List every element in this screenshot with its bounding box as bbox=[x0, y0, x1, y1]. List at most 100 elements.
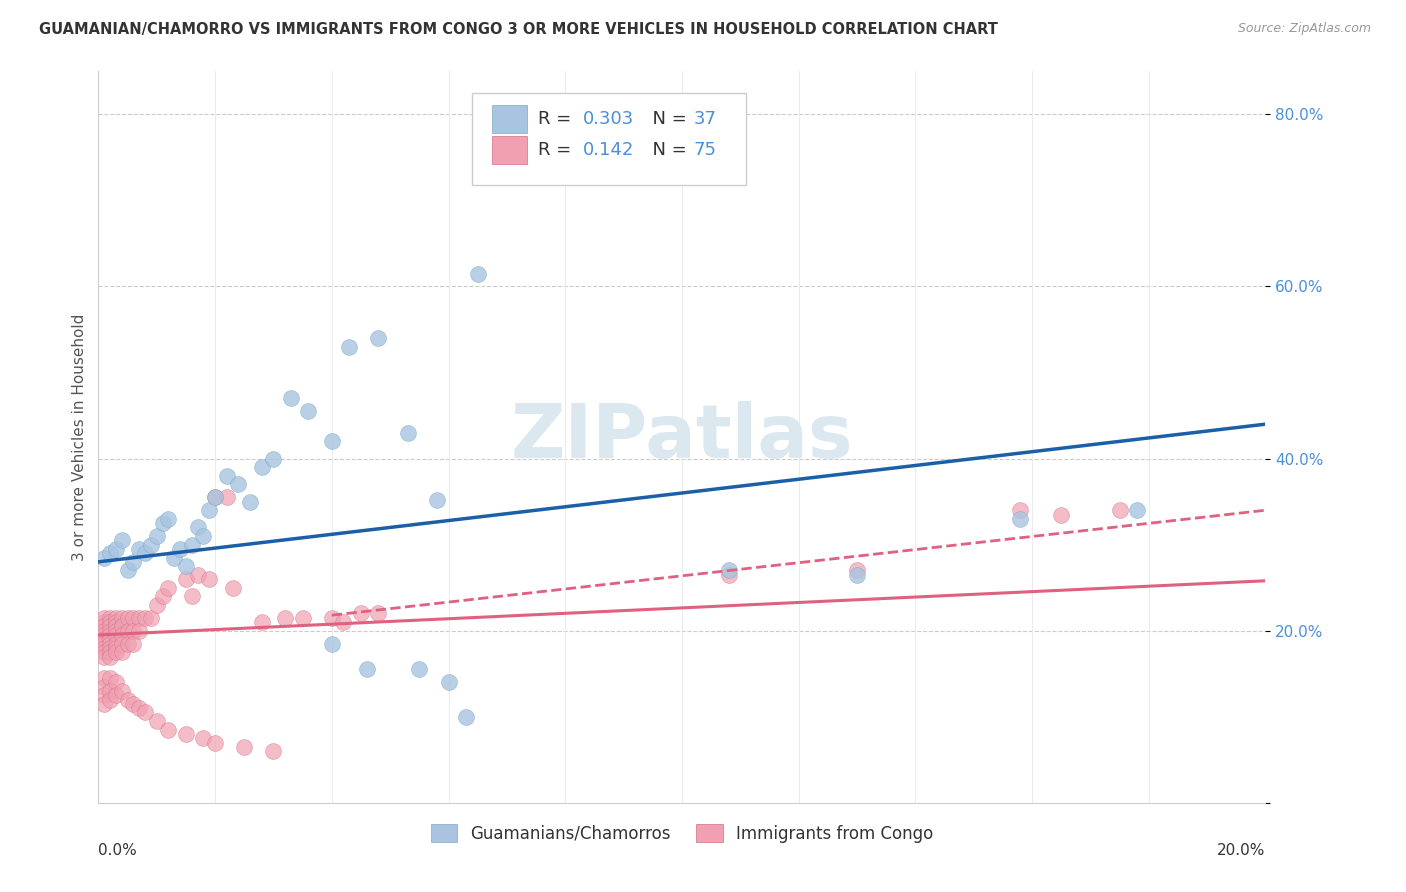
Text: Source: ZipAtlas.com: Source: ZipAtlas.com bbox=[1237, 22, 1371, 36]
Point bbox=[1108, 503, 1130, 517]
Point bbox=[169, 541, 191, 556]
Point bbox=[111, 684, 134, 698]
Point bbox=[291, 611, 314, 625]
Point bbox=[1010, 503, 1032, 517]
Point bbox=[122, 555, 145, 569]
Point bbox=[1126, 503, 1149, 517]
Point bbox=[408, 662, 430, 676]
Point bbox=[104, 675, 127, 690]
Point bbox=[233, 739, 256, 754]
Text: 0.142: 0.142 bbox=[582, 141, 634, 159]
FancyBboxPatch shape bbox=[492, 105, 527, 133]
Point bbox=[262, 744, 284, 758]
Point bbox=[134, 611, 156, 625]
Point bbox=[111, 628, 134, 642]
Point bbox=[139, 538, 162, 552]
Point bbox=[98, 611, 121, 625]
Y-axis label: 3 or more Vehicles in Household: 3 or more Vehicles in Household bbox=[72, 313, 87, 561]
Point bbox=[93, 671, 115, 685]
Point bbox=[98, 628, 121, 642]
Point bbox=[93, 550, 115, 565]
Point bbox=[215, 468, 238, 483]
Point bbox=[98, 671, 121, 685]
Text: 0.0%: 0.0% bbox=[98, 843, 138, 858]
Point bbox=[134, 546, 156, 560]
Point bbox=[104, 628, 127, 642]
Point bbox=[98, 692, 121, 706]
Point bbox=[117, 564, 139, 578]
Point bbox=[117, 624, 139, 638]
Text: 20.0%: 20.0% bbox=[1218, 843, 1265, 858]
Point bbox=[321, 611, 343, 625]
Point bbox=[274, 611, 297, 625]
Point bbox=[104, 619, 127, 633]
Point bbox=[104, 637, 127, 651]
Point bbox=[180, 589, 202, 603]
Point bbox=[93, 697, 115, 711]
Point bbox=[93, 619, 115, 633]
Point bbox=[122, 697, 145, 711]
Point bbox=[98, 637, 121, 651]
Point bbox=[367, 331, 389, 345]
Point bbox=[128, 624, 150, 638]
FancyBboxPatch shape bbox=[472, 94, 747, 185]
Point bbox=[204, 491, 226, 505]
Text: R =: R = bbox=[538, 141, 583, 159]
Point bbox=[128, 541, 150, 556]
Point bbox=[215, 491, 238, 505]
Point bbox=[321, 637, 343, 651]
Point bbox=[174, 727, 197, 741]
Point bbox=[228, 477, 250, 491]
Point bbox=[1050, 508, 1073, 522]
Point bbox=[111, 637, 134, 651]
Point bbox=[122, 611, 145, 625]
Point bbox=[180, 538, 202, 552]
Point bbox=[93, 637, 115, 651]
Point bbox=[280, 392, 302, 406]
Point bbox=[98, 632, 121, 647]
Point bbox=[174, 572, 197, 586]
Point bbox=[297, 404, 319, 418]
Point bbox=[93, 615, 115, 629]
Point bbox=[193, 731, 215, 746]
Point bbox=[128, 701, 150, 715]
Point bbox=[111, 533, 134, 548]
Point bbox=[111, 619, 134, 633]
Legend: Guamanians/Chamorros, Immigrants from Congo: Guamanians/Chamorros, Immigrants from Co… bbox=[423, 818, 941, 849]
Point bbox=[152, 589, 174, 603]
Point bbox=[134, 706, 156, 720]
Point bbox=[122, 624, 145, 638]
Text: 75: 75 bbox=[693, 141, 717, 159]
Point bbox=[157, 512, 180, 526]
Point bbox=[717, 567, 740, 582]
Point bbox=[104, 688, 127, 702]
FancyBboxPatch shape bbox=[492, 136, 527, 163]
Point bbox=[152, 516, 174, 530]
Point bbox=[122, 637, 145, 651]
Point bbox=[198, 572, 221, 586]
Point bbox=[426, 492, 449, 507]
Point bbox=[337, 340, 360, 354]
Point bbox=[93, 649, 115, 664]
Point bbox=[104, 624, 127, 638]
Point bbox=[1010, 512, 1032, 526]
Point bbox=[117, 692, 139, 706]
Point bbox=[117, 611, 139, 625]
Text: 37: 37 bbox=[693, 110, 717, 128]
Point bbox=[221, 581, 243, 595]
Text: R =: R = bbox=[538, 110, 578, 128]
Point bbox=[193, 529, 215, 543]
Point bbox=[187, 520, 209, 534]
Point bbox=[250, 460, 273, 475]
Text: N =: N = bbox=[641, 141, 693, 159]
Point bbox=[93, 632, 115, 647]
Text: GUAMANIAN/CHAMORRO VS IMMIGRANTS FROM CONGO 3 OR MORE VEHICLES IN HOUSEHOLD CORR: GUAMANIAN/CHAMORRO VS IMMIGRANTS FROM CO… bbox=[39, 22, 998, 37]
Point bbox=[93, 640, 115, 655]
Point bbox=[98, 645, 121, 659]
Text: 0.303: 0.303 bbox=[582, 110, 634, 128]
Text: ZIPatlas: ZIPatlas bbox=[510, 401, 853, 474]
Point bbox=[262, 451, 284, 466]
Text: N =: N = bbox=[641, 110, 693, 128]
Point bbox=[98, 640, 121, 655]
Point bbox=[139, 611, 162, 625]
